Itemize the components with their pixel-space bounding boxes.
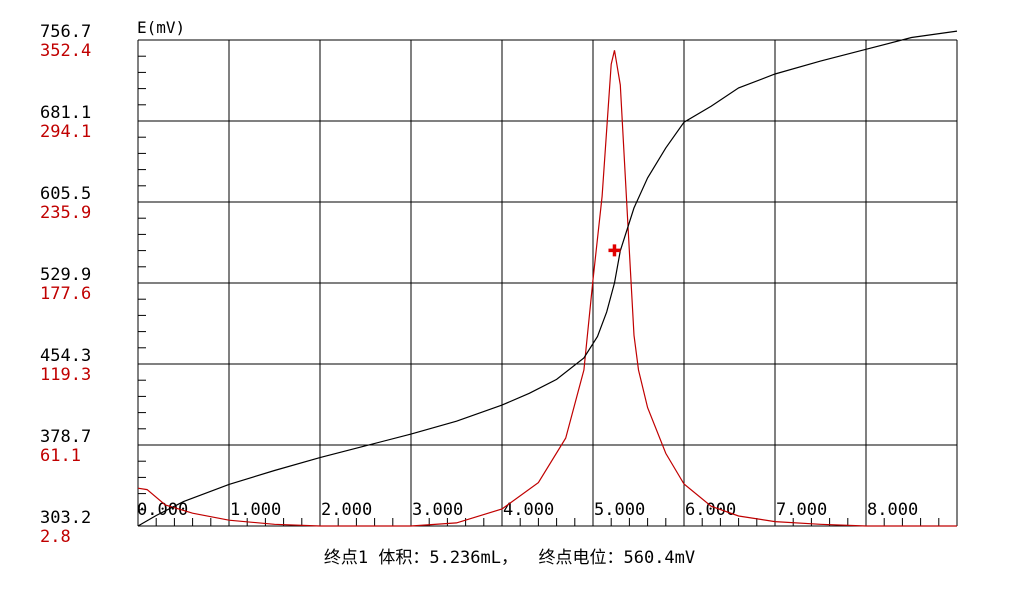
x-tick-label: 4.000 bbox=[503, 500, 554, 520]
y-tick-label-potential: 681.1 bbox=[40, 103, 91, 123]
y-tick-label-derivative: 352.4 bbox=[40, 41, 91, 61]
y-tick-label-potential: 303.2 bbox=[40, 508, 91, 528]
x-tick-label: 0.000 bbox=[137, 500, 188, 520]
volume-value: 5.236mL， bbox=[429, 548, 518, 568]
series-derivative-curve bbox=[137, 50, 957, 527]
x-tick-label: 1.000 bbox=[230, 500, 281, 520]
endpoint-marker bbox=[608, 244, 621, 257]
series-potential-curve bbox=[137, 30, 958, 527]
x-tick-label: 3.000 bbox=[412, 500, 463, 520]
y-tick-label-derivative: 177.6 bbox=[40, 284, 91, 304]
y-tick-label-potential: 378.7 bbox=[40, 427, 91, 447]
y-tick-label-derivative: 2.8 bbox=[40, 527, 71, 547]
y-tick-label-potential: 454.3 bbox=[40, 346, 91, 366]
potential-label: 终点电位： bbox=[538, 548, 624, 568]
x-tick-label: 5.000 bbox=[594, 500, 645, 520]
y-tick-label-derivative: 119.3 bbox=[40, 365, 91, 385]
y-tick-label-potential: 756.7 bbox=[40, 22, 91, 42]
chart-grid bbox=[137, 39, 958, 527]
endpoint-label: 终点1 bbox=[323, 548, 369, 568]
x-axis-tick-labels: 0.000 1.000 2.000 3.000 4.000 5.000 6.000 7.000… bbox=[137, 500, 918, 520]
y-tick-label-potential: 529.9 bbox=[40, 265, 91, 285]
x-tick-label: 6.000 bbox=[685, 500, 736, 520]
y-axis-label: E(mV) bbox=[137, 18, 185, 37]
volume-label: 体积： bbox=[378, 548, 430, 568]
x-tick-label: 7.000 bbox=[776, 500, 827, 520]
x-tick-label: 2.000 bbox=[321, 500, 372, 520]
potential-value: 560.4mV bbox=[623, 548, 696, 568]
y-tick-label-derivative: 294.1 bbox=[40, 122, 91, 142]
endpoint-summary: 终点1 体积：5.236mL， 终点电位：560.4mV bbox=[0, 543, 1019, 568]
y-tick-label-potential: 605.5 bbox=[40, 184, 91, 204]
y-tick-label-derivative: 235.9 bbox=[40, 203, 91, 223]
x-tick-label: 8.000 bbox=[867, 500, 918, 520]
y-tick-label-derivative: 61.1 bbox=[40, 446, 81, 466]
y-axis-minor-ticks bbox=[137, 39, 940, 526]
